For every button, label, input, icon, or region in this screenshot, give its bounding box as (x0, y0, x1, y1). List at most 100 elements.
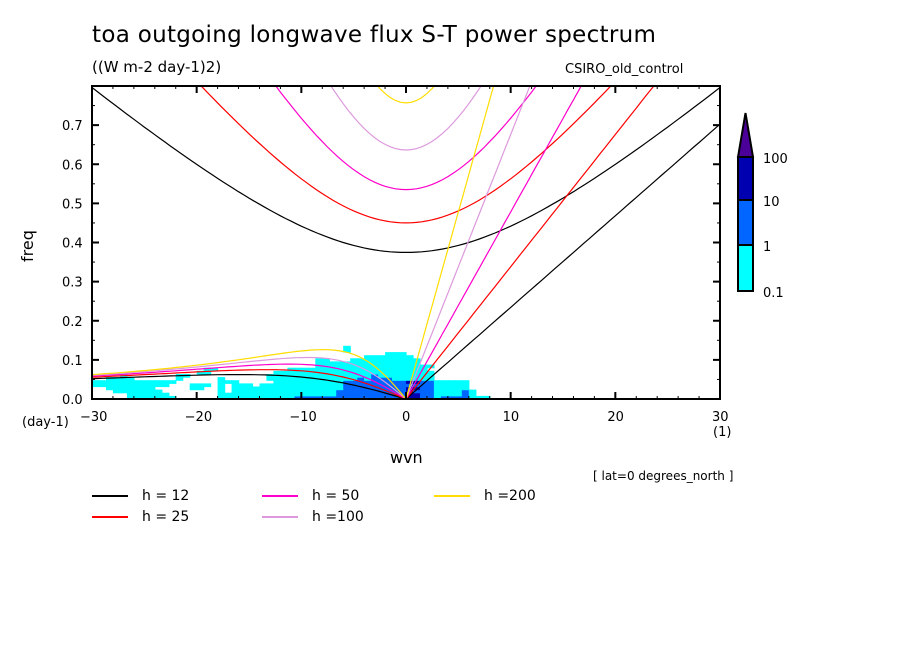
power-cell (406, 374, 414, 378)
power-cell (426, 374, 435, 378)
power-cell (336, 389, 344, 394)
power-cell (392, 355, 400, 359)
power-cell (133, 389, 142, 394)
dispersion-curve-h100 (92, 356, 407, 399)
power-cell (413, 364, 421, 369)
power-cell (385, 352, 393, 356)
power-cell (378, 374, 386, 378)
power-cell (350, 361, 358, 366)
power-cell (440, 383, 449, 388)
x-axis-label: wvn (390, 448, 423, 467)
power-cell (301, 380, 309, 384)
power-cell (357, 367, 365, 372)
power-cell (238, 383, 247, 388)
y-tick-label: 0.0 (62, 393, 83, 408)
power-cell (336, 364, 344, 369)
y-tick-label: 0.5 (62, 197, 83, 212)
power-cell (315, 361, 323, 366)
power-cell (447, 383, 456, 388)
power-cell (126, 389, 135, 394)
power-cell (350, 389, 358, 394)
power-cell (371, 395, 379, 400)
power-cell (406, 370, 414, 375)
power-cell (454, 386, 463, 391)
power-cell (378, 364, 386, 369)
power-cell (440, 395, 449, 400)
power-cell (433, 395, 442, 400)
power-cell (301, 370, 309, 375)
chart-units: ((W m-2 day-1)2) (92, 58, 222, 76)
power-cell (385, 358, 393, 362)
power-cell (461, 389, 470, 394)
power-cell (112, 386, 121, 391)
power-cell (245, 386, 254, 391)
power-cell (294, 377, 302, 381)
power-cell (406, 358, 414, 362)
power-cell (259, 383, 268, 388)
power-cell (406, 367, 414, 372)
power-cell (343, 389, 351, 394)
power-cell (294, 380, 302, 384)
power-cell (343, 392, 351, 397)
power-cell (280, 386, 288, 391)
power-cell (315, 389, 323, 394)
power-cell (399, 389, 407, 394)
power-cell (364, 395, 372, 400)
power-cell (308, 389, 316, 394)
power-cell (447, 386, 456, 391)
power-cell (112, 383, 121, 388)
y-tick-label: 0.7 (62, 119, 83, 134)
power-cell (392, 358, 400, 362)
power-cell (343, 386, 351, 391)
power-cell (392, 374, 400, 378)
power-cell (406, 395, 414, 400)
power-cell (238, 389, 247, 394)
power-cell (420, 377, 428, 381)
power-cell (364, 355, 372, 359)
power-cell (154, 389, 163, 394)
power-cell (112, 380, 121, 384)
power-cell (385, 374, 393, 378)
power-cell (426, 380, 435, 384)
power-cell (406, 377, 414, 381)
power-cell (399, 355, 407, 359)
dispersion-curve-h25 (92, 369, 407, 399)
dispersion-curve-h25 (405, 86, 655, 399)
power-cell (308, 367, 316, 372)
power-cell (294, 367, 302, 372)
power-cell (392, 395, 400, 400)
power-cell (385, 395, 393, 400)
power-cell (329, 395, 337, 400)
power-cell (273, 370, 281, 375)
legend-swatch (262, 516, 298, 518)
power-cell (294, 383, 302, 388)
power-cell (440, 380, 449, 384)
power-cell (106, 386, 114, 391)
power-cell (224, 392, 233, 397)
dispersion-curve-h25 (200, 86, 612, 224)
power-cell (126, 386, 135, 391)
power-cell (217, 395, 226, 400)
legend-label: h = 25 (142, 509, 190, 525)
power-cell (322, 380, 330, 384)
power-cell (287, 395, 295, 400)
power-cell (399, 377, 407, 381)
power-cell (336, 392, 344, 397)
power-cell (217, 383, 226, 388)
x-tick-label: 0 (402, 410, 410, 425)
power-cell (112, 377, 121, 381)
power-cell (426, 389, 435, 394)
power-cell (350, 358, 358, 362)
power-cell (280, 377, 288, 381)
legend-label: h =100 (312, 509, 364, 525)
power-cell (357, 389, 365, 394)
power-cell (378, 355, 386, 359)
power-cell (329, 386, 337, 391)
power-cell (336, 361, 344, 366)
power-cell (433, 383, 442, 388)
power-cell (140, 389, 149, 394)
power-cell (301, 389, 309, 394)
legend-item-h50: h = 50 (262, 488, 359, 504)
power-cell (112, 389, 121, 394)
dispersion-curve-h50 (405, 86, 582, 399)
